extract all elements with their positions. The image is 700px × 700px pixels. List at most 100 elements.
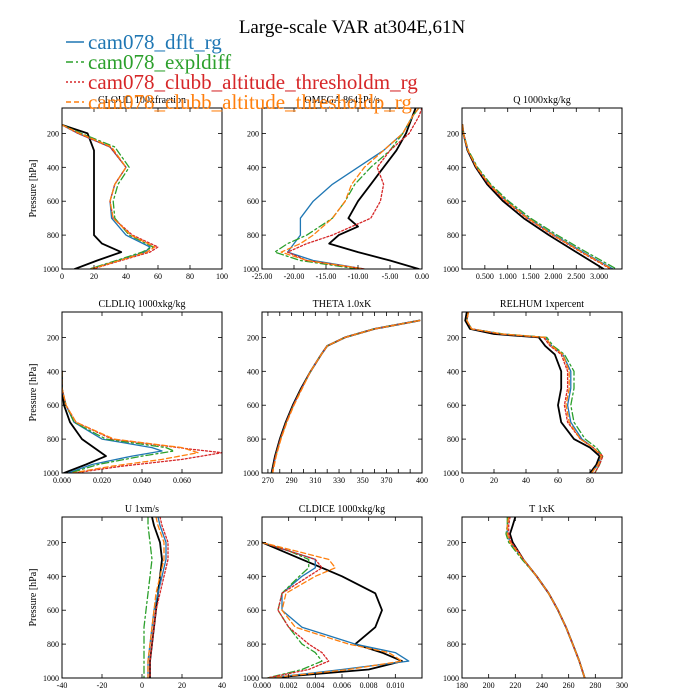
panel-title: U 1xm/s (125, 504, 159, 515)
x-tick-label: 0.00 (415, 272, 429, 281)
series-line-reference (509, 517, 586, 678)
y-tick-label: 800 (447, 231, 459, 240)
x-tick-label: -40 (57, 681, 68, 690)
x-tick-label: 240 (536, 681, 548, 690)
series-line-cam078_clubb_altitude_thresholdp_rg (506, 517, 586, 678)
series-line-cam078_dflt_rg (462, 124, 614, 269)
y-tick-label: 1000 (43, 265, 59, 274)
y-tick-label: 800 (447, 435, 459, 444)
x-axis: -40 -20 0 20 40 (57, 517, 226, 690)
y-tick-label: 400 (47, 367, 59, 376)
panel-title: Q 1000xkg/kg (513, 95, 571, 106)
x-tick-label: 80 (586, 476, 594, 485)
y-tick-label: 200 (447, 538, 459, 547)
y-tick-label: 200 (47, 129, 59, 138)
y-axis: 200 400 600 800 1000 (443, 333, 622, 478)
x-tick-label: 180 (456, 681, 468, 690)
plot-frame (461, 107, 623, 270)
y-tick-label: 800 (47, 640, 59, 649)
x-tick-label: 2.500 (567, 272, 585, 281)
series-line-reference (462, 124, 605, 269)
series-line-cam078_clubb_altitude_thresholdp_rg (272, 319, 421, 473)
series-line-cam078_expldiff (505, 517, 586, 678)
y-tick-label: 200 (447, 129, 459, 138)
y-tick-label: 800 (447, 640, 459, 649)
series-line-cam078_clubb_altitude_thresholdp_rg (466, 312, 602, 473)
x-tick-label: 60 (154, 272, 162, 281)
y-axis: 200 400 600 800 1000 (43, 538, 222, 683)
y-tick-label: 200 (47, 333, 59, 342)
x-tick-label: 0.040 (133, 476, 151, 485)
plot-frame (461, 516, 623, 679)
x-tick-label: 350 (357, 476, 369, 485)
x-tick-label: 0.020 (93, 476, 111, 485)
x-tick-label: 0.006 (333, 681, 351, 690)
series-line-cam078_clubb_altitude_thresholdm_rg (271, 319, 421, 473)
y-tick-label: 800 (47, 231, 59, 240)
plot-frame (61, 516, 223, 679)
x-tick-label: -25.00 (252, 272, 273, 281)
panel-4: 0.000 0.020 0.040 0.060 200 400 600 800 1000 Pres… (28, 299, 223, 485)
y-axis-label: Pressure [hPa] (28, 159, 39, 217)
x-axis: 180 200 220 240 260 280 300 (456, 517, 628, 690)
x-tick-label: 40 (122, 272, 130, 281)
y-axis: 200 400 600 800 1000 (43, 129, 222, 274)
y-tick-label: 600 (47, 401, 59, 410)
legend: cam078_dflt_rgcam078_expldiffcam078_club… (66, 30, 418, 114)
y-tick-label: 200 (447, 333, 459, 342)
y-tick-label: 600 (447, 606, 459, 615)
series-group (274, 108, 422, 269)
x-tick-label: 0.002 (280, 681, 298, 690)
x-tick-label: 300 (616, 681, 628, 690)
series-line-cam078_expldiff (271, 319, 421, 473)
series-group (462, 124, 618, 269)
panel-1: 0 20 40 60 80 100 200 400 600 800 1000 Pressure [hP… (28, 95, 228, 281)
legend-label: cam078_expldiff (88, 50, 231, 74)
panel-9: 180 200 220 240 260 280 300 200 400 600 800 1000 T 1… (443, 504, 628, 690)
panel-title: CLOUD 100xfraction (98, 95, 186, 106)
panel-2: -25.00 -20.00 -15.00 -10.00 -5.00 0.00 200 400 6… (243, 95, 429, 281)
legend-item: cam078_clubb_altitude_thresholdm_rg (66, 70, 418, 94)
y-tick-label: 800 (247, 231, 259, 240)
y-tick-label: 800 (47, 435, 59, 444)
y-tick-label: 400 (447, 163, 459, 172)
x-axis: 0 20 40 60 80 100 (60, 108, 228, 281)
series-group (464, 312, 604, 473)
legend-item: cam078_dflt_rg (66, 30, 222, 54)
x-axis: 0 20 40 60 80 (460, 312, 594, 485)
series-line-cam078_dflt_rg (262, 541, 410, 678)
panel-6: 0 20 40 60 80 200 400 600 800 1000 RELHUM 1xpercen… (443, 299, 623, 485)
x-tick-label: 0.500 (476, 272, 494, 281)
panel-title: THETA 1.0xK (313, 299, 372, 310)
series-line-reference (464, 312, 601, 473)
x-tick-label: 0 (460, 476, 464, 485)
y-tick-label: 1000 (443, 674, 459, 683)
series-line-cam078_expldiff (462, 124, 618, 269)
series-line-cam078_clubb_altitude_thresholdm_rg (286, 108, 422, 269)
series-line-reference (270, 319, 421, 473)
y-tick-label: 1000 (43, 674, 59, 683)
y-tick-label: 1000 (243, 469, 259, 478)
plot-frame (261, 311, 423, 474)
y-tick-label: 1000 (443, 469, 459, 478)
x-tick-label: 330 (333, 476, 345, 485)
x-tick-label: -5.00 (382, 272, 399, 281)
x-tick-label: 20 (490, 476, 498, 485)
x-tick-label: -10.00 (348, 272, 369, 281)
panel-7: -40 -20 0 20 40 200 400 600 800 1000 Pressure [hPa… (28, 504, 226, 690)
y-tick-label: 400 (47, 572, 59, 581)
series-group (62, 370, 222, 473)
series-line-cam078_clubb_altitude_thresholdm_rg (462, 124, 612, 269)
series-line-cam078_clubb_altitude_thresholdm_rg (149, 517, 169, 678)
series-group (143, 517, 169, 678)
x-tick-label: 60 (554, 476, 562, 485)
y-axis-label: Pressure [hPa] (28, 568, 39, 626)
panel-3: 0.500 1.000 1.500 2.000 2.500 3.000 200 400 600 8… (443, 95, 623, 281)
series-group (262, 541, 410, 678)
series-line-cam078_clubb_altitude_thresholdp_rg (280, 108, 420, 269)
legend-item: cam078_clubb_altitude_thresholdp_rg (66, 90, 412, 114)
y-tick-label: 600 (447, 401, 459, 410)
x-tick-label: 0.004 (306, 681, 324, 690)
plot-frame (61, 107, 223, 270)
